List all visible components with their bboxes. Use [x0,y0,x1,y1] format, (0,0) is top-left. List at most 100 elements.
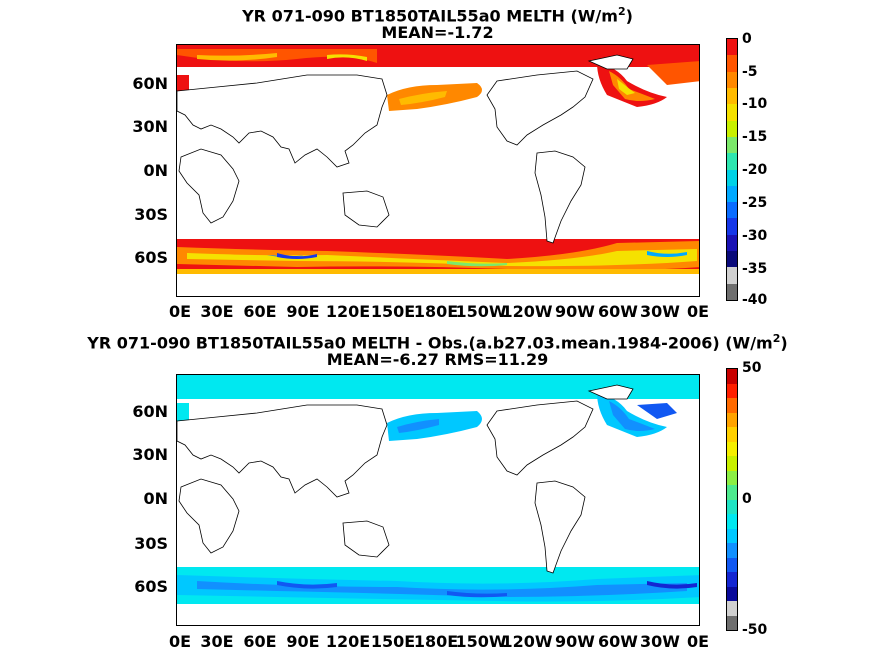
top-map [176,44,700,297]
colorbar-swatch [727,586,737,601]
colorbar-swatch [727,485,737,500]
bottom-lon-label: 0E [686,632,710,651]
bottom-lon-label: 150E [370,632,416,651]
top-lon-label: 30W [640,302,680,321]
colorbar-swatch [727,87,737,105]
top-colorbar-tick: -25 [742,195,768,211]
top-map-mean: MEAN=-1.72 [381,23,494,42]
top-colorbar-tick: 0 [742,31,752,47]
colorbar-swatch [727,601,737,616]
top-title-end: ) [625,6,633,26]
colorbar-swatch [727,398,737,413]
bottom-lon-label: 60W [598,632,638,651]
top-lon-label: 150E [370,302,416,321]
bottom-colorbar-tick: -50 [742,622,768,638]
bottom-lon-label: 0E [168,632,192,651]
top-lat-label: 30N [132,117,168,136]
colorbar-swatch [727,169,737,186]
colorbar-swatch [727,153,737,170]
colorbar-swatch [727,267,737,284]
top-lon-label: 120W [501,302,553,321]
bottom-title-sup: 2 [772,332,781,345]
colorbar-swatch [727,412,737,427]
top-title-sup: 2 [617,5,626,18]
bottom-title-end: ) [780,333,788,353]
bottom-lat-label: 0N [143,489,168,508]
bottom-lon-label: 90E [286,632,320,651]
bottom-colorbar-tick: 0 [742,491,752,507]
top-lon-label: 0E [168,302,192,321]
top-lat-label: 60N [132,74,168,93]
top-map-canvas [177,45,699,274]
colorbar-swatch [727,572,737,587]
top-lon-label: 150W [455,302,507,321]
top-title-text: YR 071-090 BT1850TAIL55a0 MELTH (W/m [242,6,618,26]
colorbar-swatch [727,202,737,219]
bottom-lon-label: 120E [325,632,371,651]
top-lon-label: 90W [555,302,595,321]
coastlines-bottom [177,384,634,574]
top-colorbar-tick: -5 [742,64,758,80]
colorbar-swatch [727,251,737,268]
colorbar-swatch [727,499,737,514]
bottom-lon-label: 30E [200,632,234,651]
top-lon-label: 120E [325,302,371,321]
bottom-lon-label: 120W [501,632,553,651]
colorbar-swatch [727,218,737,235]
top-colorbar-tick: -20 [742,162,768,178]
top-lon-label: 180E [413,302,459,321]
colorbar-swatch [727,104,737,121]
bottom-map-canvas [177,375,699,604]
bottom-map-title: YR 071-090 BT1850TAIL55a0 MELTH - Obs.(a… [0,329,875,352]
bottom-lon-label: 90W [555,632,595,651]
colorbar-swatch [727,71,737,88]
top-map-title: YR 071-090 BT1850TAIL55a0 MELTH (W/m2) [0,2,875,25]
colorbar-swatch [727,456,737,471]
colorbar-swatch [727,383,737,398]
bottom-lon-label: 180E [413,632,459,651]
top-lat-label: 0N [143,161,168,180]
arctic-melt-band-top [177,45,699,111]
southern-ocean-diff-band-bottom [177,567,699,604]
top-colorbar-tick: -10 [742,96,768,112]
bottom-lon-label: 150W [455,632,507,651]
bottom-title-text: YR 071-090 BT1850TAIL55a0 MELTH - Obs.(a… [87,333,773,353]
top-lon-label: 0E [686,302,710,321]
colorbar-swatch [727,557,737,572]
bottom-map-mean-rms: MEAN=-6.27 RMS=11.29 [326,350,549,369]
bottom-lat-label: 60N [132,402,168,421]
top-colorbar [726,38,738,301]
top-lon-label: 60W [598,302,638,321]
top-lon-label: 30E [200,302,234,321]
bottom-lon-label: 30W [640,632,680,651]
colorbar-swatch [727,470,737,485]
bottom-colorbar-tick: 50 [742,360,762,376]
top-colorbar-tick: -30 [742,228,768,244]
top-lat-label: 30S [134,205,168,224]
colorbar-swatch [727,55,737,72]
colorbar-swatch [727,427,737,442]
colorbar-swatch [727,441,737,456]
colorbar-swatch [727,39,737,56]
colorbar-swatch [727,136,737,154]
colorbar-swatch [727,234,737,252]
bottom-lon-label: 60E [243,632,277,651]
colorbar-swatch [727,369,737,384]
top-colorbar-tick: -15 [742,129,768,145]
colorbar-swatch [727,185,737,203]
colorbar-swatch [727,543,737,558]
colorbar-swatch [727,120,737,137]
top-colorbar-tick: -35 [742,261,768,277]
bottom-lat-label: 60S [134,577,168,596]
colorbar-swatch [727,528,737,543]
top-lon-label: 90E [286,302,320,321]
southern-ocean-melt-band-top [177,239,699,274]
bottom-colorbar [726,368,738,631]
coastlines-top [177,54,634,244]
top-lat-label: 60S [134,248,168,267]
bottom-lat-label: 30N [132,445,168,464]
colorbar-swatch [727,514,737,529]
colorbar-swatch [727,615,737,630]
bottom-map [176,374,700,626]
colorbar-swatch [727,283,737,300]
